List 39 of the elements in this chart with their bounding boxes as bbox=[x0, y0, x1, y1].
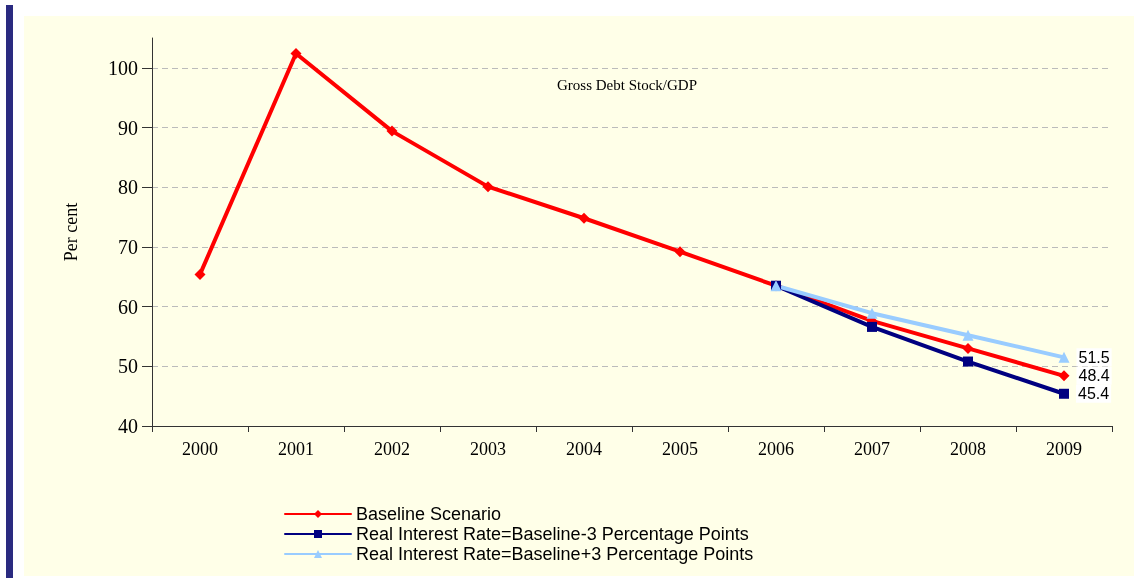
point bbox=[962, 329, 974, 341]
x-tick-label: 2000 bbox=[182, 439, 218, 459]
point bbox=[866, 307, 878, 319]
y-tick-label: 100 bbox=[108, 56, 138, 79]
y-tick-label: 40 bbox=[118, 415, 138, 437]
data-label: 51.5 bbox=[1078, 348, 1110, 366]
x-tick-label: 2007 bbox=[854, 439, 890, 459]
point bbox=[963, 356, 973, 367]
legend-label: Real Interest Rate=Baseline-3 Percentage Points bbox=[356, 524, 749, 544]
y-tick-label: 70 bbox=[118, 235, 138, 258]
y-tick-label: 50 bbox=[118, 355, 138, 378]
legend-label: Real Interest Rate=Baseline+3 Percentage Points bbox=[356, 544, 754, 564]
point bbox=[578, 212, 590, 224]
text: Gross Debt Stock/GDP bbox=[557, 76, 698, 93]
x-tick-label: 2003 bbox=[470, 439, 506, 459]
point bbox=[674, 246, 686, 258]
x-tick-label: 2005 bbox=[662, 439, 698, 459]
data-label: 45.4 bbox=[1078, 385, 1110, 403]
y-tick-label: 80 bbox=[118, 176, 138, 199]
x-tick-label: 2001 bbox=[278, 439, 314, 459]
point bbox=[290, 48, 302, 60]
x-tick-label: 2009 bbox=[1046, 439, 1082, 459]
point bbox=[482, 181, 494, 193]
point bbox=[194, 268, 206, 280]
point bbox=[386, 125, 398, 137]
data-label: 48.4 bbox=[1078, 367, 1110, 385]
point bbox=[962, 342, 974, 354]
legend-label: Baseline Scenario bbox=[356, 504, 502, 524]
point bbox=[867, 321, 877, 332]
x-tick-label: 2006 bbox=[758, 439, 794, 459]
point bbox=[1058, 370, 1070, 382]
x-tick-label: 2008 bbox=[950, 439, 986, 459]
y-axis-title: Per cent bbox=[61, 202, 81, 262]
x-tick-label: 2004 bbox=[566, 439, 602, 459]
y-tick-label: 90 bbox=[118, 116, 138, 139]
x-tick-label: 2002 bbox=[374, 439, 410, 459]
point bbox=[1058, 351, 1070, 363]
point bbox=[1059, 388, 1069, 399]
y-tick-label: 60 bbox=[118, 295, 138, 318]
